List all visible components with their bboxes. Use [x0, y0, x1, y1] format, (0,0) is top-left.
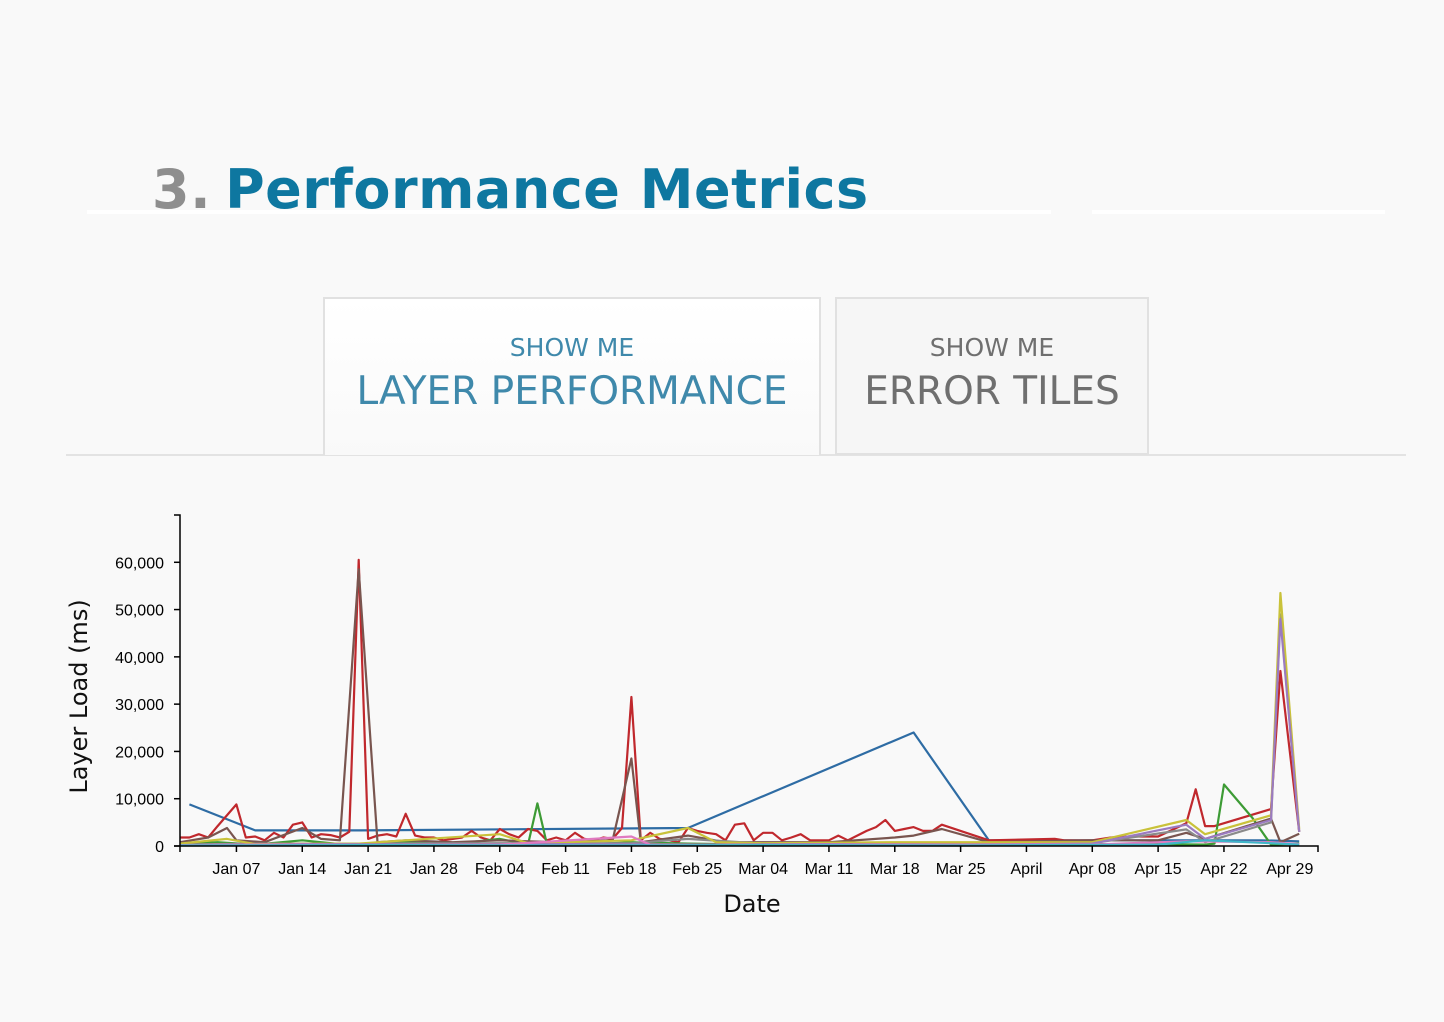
x-tick-label: Apr 15 — [1135, 861, 1182, 878]
title-underline-left — [87, 210, 1051, 214]
x-tick-label: Feb 18 — [607, 861, 657, 878]
x-tick: Feb 18 — [607, 846, 657, 878]
x-tick-label: Feb 25 — [672, 861, 722, 878]
y-axis-label: Layer Load (ms) — [65, 599, 93, 793]
y-axis: 0 10,000 20,000 30,000 40,000 50,000 60,000 — [115, 514, 181, 856]
x-tick-label: Apr 08 — [1069, 861, 1116, 878]
x-tick: Mar 25 — [936, 846, 986, 878]
x-tick: Apr 08 — [1069, 846, 1116, 878]
x-tick: Jan 07 — [212, 846, 261, 878]
x-tick: Apr 29 — [1266, 846, 1313, 878]
x-tick-label: April — [1010, 861, 1042, 878]
x-tick: Jan 28 — [410, 846, 458, 878]
x-tick: Mar 11 — [805, 846, 854, 878]
tab-layer-performance-kicker: SHOW ME — [509, 333, 635, 362]
x-tick: Apr 22 — [1200, 846, 1248, 878]
x-tick: Mar 18 — [870, 846, 920, 878]
x-tick: April — [1010, 846, 1042, 878]
y-tick: 40,000 — [115, 650, 180, 667]
x-tick-label: Feb 04 — [475, 861, 525, 878]
x-tick-label: Jan 21 — [344, 861, 392, 878]
y-tick-label: 50,000 — [115, 603, 164, 620]
x-tick-label: Jan 28 — [410, 861, 458, 878]
x-tick-label: Feb 11 — [541, 861, 590, 878]
x-tick-label: Jan 07 — [212, 861, 260, 878]
x-tick-label: Apr 29 — [1266, 861, 1313, 878]
title-underline-right — [1092, 210, 1385, 214]
section-number: 3. — [152, 158, 212, 214]
x-tick: Apr 15 — [1135, 846, 1182, 878]
y-tick: 50,000 — [115, 603, 180, 620]
x-tick-label: Mar 11 — [805, 861, 854, 878]
y-tick-label: 20,000 — [115, 744, 164, 761]
x-tick: Feb 11 — [541, 846, 590, 878]
y-tick-label: 40,000 — [115, 650, 164, 667]
x-tick: Feb 04 — [475, 846, 525, 878]
x-axis: Jan 07 Jan 14 Jan 21 Jan 28 Feb 04 Feb 11 Feb … — [179, 845, 1319, 878]
y-tick-label: 10,000 — [115, 792, 164, 809]
y-tick-label: 60,000 — [115, 555, 164, 572]
tab-layer-performance-label: LAYER PERFORMANCE — [356, 369, 788, 414]
x-tick-label: Mar 18 — [870, 861, 920, 878]
layer-load-chart: 0 10,000 20,000 30,000 40,000 50,000 60,000 Ja… — [65, 514, 1319, 918]
y-tick-label: 30,000 — [115, 697, 164, 714]
y-tick: 10,000 — [115, 792, 180, 809]
x-tick-label: Mar 25 — [936, 861, 986, 878]
x-tick: Jan 21 — [344, 846, 392, 878]
series-line-4 — [179, 568, 1300, 844]
y-tick: 0 — [155, 839, 180, 856]
x-tick-label: Mar 04 — [738, 861, 788, 878]
tab-error-tiles-label: ERROR TILES — [864, 369, 1120, 414]
y-tick: 30,000 — [115, 697, 180, 714]
series-line-2 — [180, 558, 1301, 844]
x-axis-line — [179, 845, 1319, 852]
x-tick-label: Jan 14 — [278, 861, 326, 878]
y-tick-label: 0 — [155, 839, 164, 856]
tab-layer-performance[interactable]: SHOW ME LAYER PERFORMANCE — [323, 297, 821, 455]
section-title: 3. Performance Metrics — [152, 150, 869, 214]
tabs-baseline — [66, 454, 1406, 456]
y-axis-line — [174, 514, 181, 847]
x-axis-label: Date — [723, 890, 780, 918]
section-heading: Performance Metrics — [225, 158, 869, 214]
series-lines — [179, 558, 1301, 847]
x-tick-label: Apr 22 — [1200, 861, 1247, 878]
y-tick: 20,000 — [115, 744, 180, 761]
x-tick: Jan 14 — [278, 846, 326, 878]
tab-error-tiles-kicker: SHOW ME — [929, 333, 1055, 362]
x-tick: Mar 04 — [738, 846, 788, 878]
x-tick: Feb 25 — [672, 846, 722, 878]
tab-error-tiles[interactable]: SHOW ME ERROR TILES — [835, 297, 1149, 455]
y-tick: 60,000 — [115, 555, 180, 572]
